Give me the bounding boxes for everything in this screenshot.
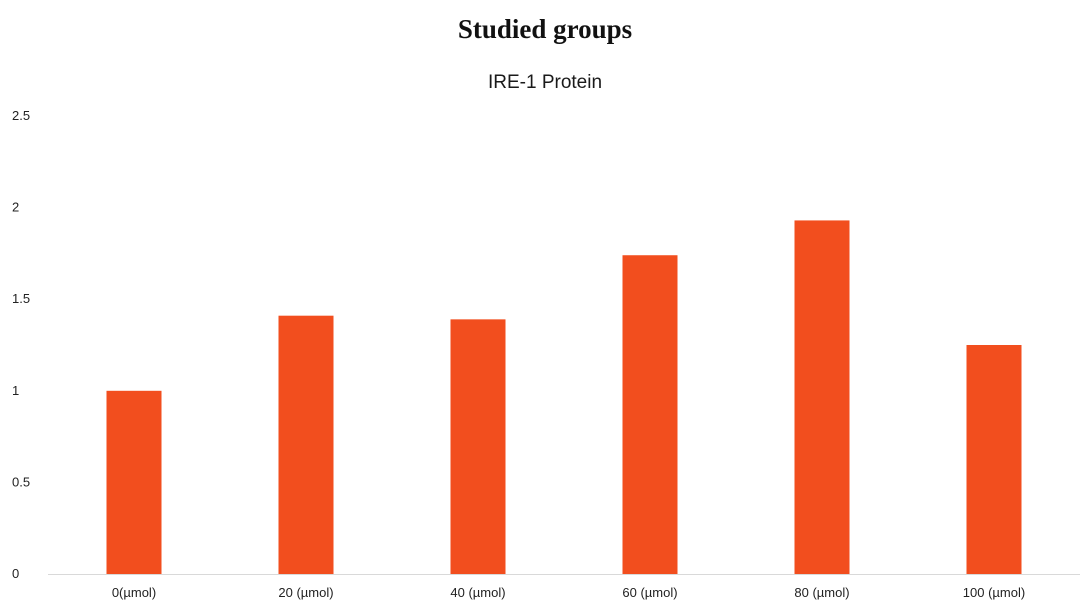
bar (450, 319, 506, 574)
chart-title: IRE-1 Protein (487, 72, 603, 93)
bar-series (106, 220, 1022, 574)
bar (278, 315, 334, 574)
x-axis-ticks: 0(µmol) 20 (µmol) 40 (µmol) 60 (µmol) 80 (µm… (112, 585, 1025, 600)
y-tick-label: 1 (12, 383, 19, 398)
y-tick-label: 0 (12, 566, 19, 581)
bar (106, 390, 162, 574)
bar (794, 220, 850, 574)
y-tick-label: 1.5 (12, 291, 30, 306)
y-tick-label: 2.5 (12, 108, 30, 123)
y-tick-label: 0.5 (12, 474, 30, 489)
x-tick-label: 40 (µmol) (450, 585, 505, 600)
x-tick-label: 60 (µmol) (622, 585, 677, 600)
x-tick-label: 80 (µmol) (794, 585, 849, 600)
bar (966, 345, 1022, 574)
x-tick-label: 0(µmol) (112, 585, 156, 600)
figure-title: Studied groups (457, 14, 633, 44)
x-tick-label: 100 (µmol) (963, 585, 1025, 600)
y-tick-label: 2 (12, 200, 19, 215)
x-tick-label: 20 (µmol) (278, 585, 333, 600)
y-axis-ticks: 0 0.5 1 1.5 2 2.5 (12, 108, 30, 581)
bar (622, 255, 678, 574)
